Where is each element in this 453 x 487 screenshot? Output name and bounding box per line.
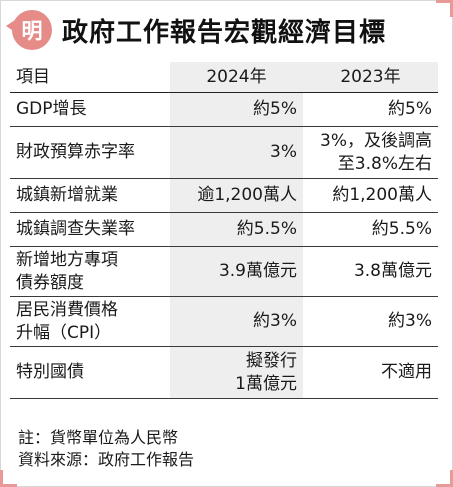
cell-text-line: 特別國債 bbox=[16, 362, 84, 382]
table-row: GDP增長 約5% 約5% bbox=[10, 92, 438, 127]
value-2024-cell: 約5% bbox=[170, 92, 303, 127]
value-2024-cell: 約5.5% bbox=[170, 212, 303, 247]
table-row: 財政預算赤字率 3% 3%，及後調高 至3.8%左右 bbox=[10, 126, 438, 179]
row-item-cell: 新增地方專項 債券額度 bbox=[10, 247, 170, 297]
cell-text-line: 1萬億元 bbox=[235, 373, 297, 394]
table-row: 城鎮調查失業率 約5.5% 約5.5% bbox=[10, 212, 438, 247]
row-item-cell: 城鎮調查失業率 bbox=[10, 213, 170, 247]
value-2024-cell: 擬發行 1萬億元 bbox=[170, 346, 303, 399]
cell-text-line: 3.8萬億元 bbox=[353, 261, 432, 281]
table-row: 居民消費價格 升幅（CPI） 約3% 約3% bbox=[10, 296, 438, 347]
cell-text-line: 城鎮調查失業率 bbox=[16, 219, 135, 239]
footnotes: 註：貨幣單位為人民幣 資料來源：政府工作報告 bbox=[18, 427, 194, 471]
row-item-cell: 城鎮新增就業 bbox=[10, 179, 170, 213]
currency-note: 註：貨幣單位為人民幣 bbox=[18, 428, 179, 447]
source-note: 資料來源：政府工作報告 bbox=[18, 450, 195, 469]
value-2023-cell: 約3% bbox=[303, 297, 438, 347]
cell-text-line: 財政預算赤字率 bbox=[16, 142, 135, 162]
cell-text-line: 3.9萬億元 bbox=[218, 261, 297, 281]
value-2023-cell: 3.8萬億元 bbox=[303, 247, 438, 297]
cell-text-line: 3%，及後調高 bbox=[320, 130, 432, 151]
row-item-cell: 特別國債 bbox=[10, 347, 170, 399]
row-item-cell: GDP增長 bbox=[10, 93, 170, 127]
table-header-row: 項目 2024年 2023年 bbox=[10, 62, 438, 93]
column-header-item: 項目 bbox=[16, 66, 50, 87]
cell-text-line: 3% bbox=[270, 142, 297, 162]
corner-mark-bottom-left bbox=[0, 470, 17, 487]
value-2024-cell: 約3% bbox=[170, 296, 303, 347]
page-title: 政府工作報告宏觀經濟目標 bbox=[62, 18, 387, 48]
cell-text-line: 約5.5% bbox=[236, 219, 297, 239]
cell-text-line: 至3.8%左右 bbox=[337, 153, 432, 174]
cell-text-line: 約5% bbox=[388, 99, 432, 119]
value-2024-cell: 3.9萬億元 bbox=[170, 246, 303, 297]
cell-text-line: 約3% bbox=[253, 311, 297, 331]
cell-text-line: 逾1,200萬人 bbox=[197, 185, 297, 205]
cell-text-line: 擬發行 bbox=[246, 350, 297, 371]
cell-text-line: 債券額度 bbox=[16, 272, 84, 293]
newspaper-logo-icon: 明 bbox=[6, 10, 52, 50]
value-2023-cell: 約5% bbox=[303, 93, 438, 127]
table-row: 城鎮新增就業 逾1,200萬人 約1,200萬人 bbox=[10, 178, 438, 213]
table-row: 新增地方專項 債券額度 3.9萬億元 3.8萬億元 bbox=[10, 246, 438, 297]
cell-text-line: 新增地方專項 bbox=[16, 249, 118, 270]
targets-table: 項目 2024年 2023年 GDP增長 約5% 約5% 財政預算赤字率 3% 3%，及後… bbox=[10, 62, 438, 399]
value-2023-cell: 不適用 bbox=[303, 347, 438, 399]
value-2023-cell: 約5.5% bbox=[303, 213, 438, 247]
value-2023-cell: 3%，及後調高 至3.8%左右 bbox=[303, 127, 438, 179]
corner-mark-bottom-right bbox=[436, 470, 453, 487]
cell-text-line: 約5.5% bbox=[371, 219, 432, 239]
cell-text-line: 約5% bbox=[253, 99, 297, 119]
row-item-cell: 居民消費價格 升幅（CPI） bbox=[10, 297, 170, 347]
cell-text-line: GDP增長 bbox=[16, 99, 87, 119]
table-body: GDP增長 約5% 約5% 財政預算赤字率 3% 3%，及後調高 至3.8%左右 城鎮新增就業… bbox=[10, 92, 438, 399]
cell-text-line: 不適用 bbox=[381, 362, 432, 382]
table-row: 特別國債 擬發行 1萬億元 不適用 bbox=[10, 346, 438, 399]
header: 明 政府工作報告宏觀經濟目標 bbox=[6, 8, 445, 54]
column-header-2023: 2023年 bbox=[303, 62, 438, 93]
value-2024-cell: 逾1,200萬人 bbox=[170, 178, 303, 213]
cell-text-line: 升幅（CPI） bbox=[16, 322, 112, 343]
value-2024-cell: 3% bbox=[170, 126, 303, 179]
cell-text-line: 居民消費價格 bbox=[16, 299, 118, 320]
value-2023-cell: 約1,200萬人 bbox=[303, 179, 438, 213]
corner-mark-top-right bbox=[436, 0, 453, 17]
column-header-2024: 2024年 bbox=[170, 62, 303, 93]
cell-text-line: 約3% bbox=[388, 311, 432, 331]
cell-text-line: 約1,200萬人 bbox=[332, 185, 432, 205]
row-item-cell: 財政預算赤字率 bbox=[10, 127, 170, 179]
cell-text-line: 城鎮新增就業 bbox=[16, 185, 118, 205]
